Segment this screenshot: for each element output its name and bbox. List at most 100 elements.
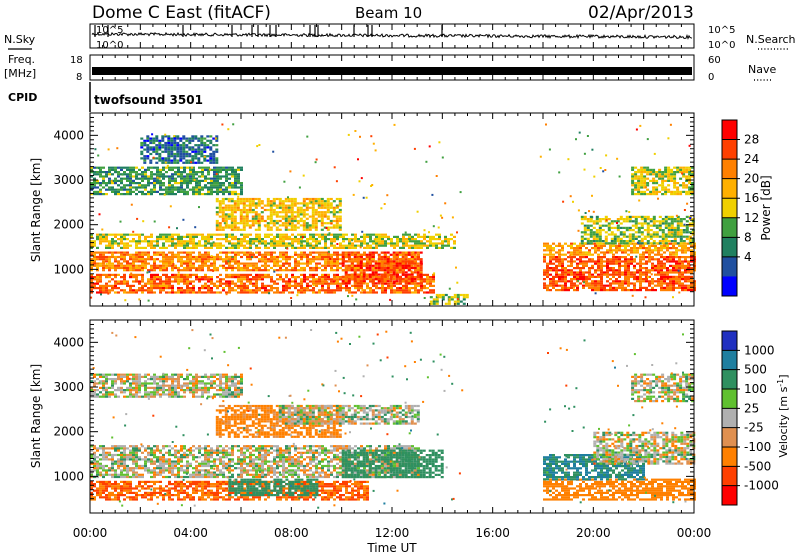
power-cell: [585, 247, 588, 250]
power-cell: [558, 284, 561, 287]
power-cell: [552, 258, 555, 261]
power-cell: [450, 298, 454, 301]
power-cell: [323, 213, 327, 216]
power-cell: [96, 291, 99, 294]
power-cell: [287, 204, 291, 207]
power-cell: [167, 146, 171, 149]
power-cell: [546, 269, 549, 272]
power-cell: [631, 168, 635, 171]
power-cell: [597, 286, 600, 289]
power-cell: [234, 182, 237, 185]
power-cell: [549, 269, 552, 272]
power-cell: [585, 280, 588, 283]
power-cell: [221, 217, 225, 220]
power-cell: [597, 264, 600, 267]
power-cell: [585, 278, 588, 281]
power-cell: [570, 251, 573, 254]
power-cell: [652, 188, 656, 191]
power-cell: [413, 258, 417, 261]
power-cell: [153, 278, 156, 281]
power-cell: [616, 220, 620, 223]
power-cell: [198, 233, 201, 236]
power-cell: [180, 182, 183, 185]
power-cell: [126, 177, 129, 180]
power-cell: [429, 235, 432, 238]
power-cell: [690, 260, 693, 263]
power-cell: [108, 266, 111, 270]
power-cell: [673, 226, 677, 229]
power-cell: [114, 269, 117, 272]
power-cell: [383, 253, 387, 256]
power-cell: [231, 166, 234, 169]
power-cell: [291, 238, 294, 241]
power-cell: [222, 289, 225, 292]
power-cell: [162, 255, 165, 259]
power-cell: [234, 255, 237, 259]
power-cell: [252, 266, 255, 270]
power-cell: [182, 152, 186, 156]
power-cell: [269, 228, 273, 231]
power-cell: [621, 251, 624, 254]
power-cell: [204, 258, 207, 261]
power-cell: [114, 171, 117, 174]
power-cell: [153, 291, 156, 294]
power-cell: [233, 215, 237, 218]
power-cell: [108, 242, 111, 245]
power-cell: [176, 141, 180, 145]
power-cell: [664, 224, 668, 227]
power-cell: [234, 260, 237, 263]
power-cell: [288, 291, 291, 294]
power-cell: [179, 139, 183, 142]
power-cell: [156, 266, 159, 270]
power-cell: [186, 278, 189, 281]
power-cell: [225, 282, 228, 285]
power-cell: [549, 249, 552, 252]
power-cell: [144, 262, 147, 265]
power-cell: [183, 255, 186, 259]
power-cell: [191, 155, 195, 158]
power-cell: [402, 235, 405, 238]
power-cell: [282, 258, 285, 261]
power-cell: [237, 266, 240, 270]
power-cell: [691, 190, 695, 193]
power-cell: [594, 260, 597, 263]
power-cell: [344, 271, 348, 274]
power-cell: [168, 287, 171, 290]
power-cell: [456, 293, 460, 297]
power-cell: [300, 246, 303, 249]
power-cell: [129, 188, 132, 191]
power-cell: [96, 182, 99, 185]
power-cell: [90, 264, 93, 267]
power-cell: [592, 240, 596, 243]
power-cell: [203, 159, 207, 162]
power-cell: [143, 157, 147, 160]
power-cell: [150, 182, 153, 185]
power-cell: [183, 282, 186, 285]
power-cell: [585, 282, 588, 285]
power-cell: [171, 186, 174, 189]
power-cell: [215, 150, 219, 153]
power-cell: [383, 258, 387, 261]
power-cell: [672, 247, 675, 250]
power-cell: [395, 273, 399, 276]
power-cell: [676, 168, 680, 171]
power-cell: [678, 278, 681, 281]
power-cell: [212, 137, 216, 140]
power-cell: [290, 224, 294, 227]
power-cell: [399, 264, 402, 267]
power-cell: [598, 229, 602, 232]
power-cell: [546, 271, 549, 274]
power-cell: [228, 266, 231, 270]
power-cell: [380, 255, 384, 259]
power-cell: [326, 215, 330, 218]
power-cell: [117, 179, 120, 182]
power-cell: [213, 284, 216, 287]
power-cell: [285, 244, 288, 247]
power-cell: [637, 184, 641, 187]
power-cell: [685, 215, 689, 218]
power-cell: [288, 287, 291, 290]
power-cell: [684, 251, 687, 254]
power-cell: [114, 255, 117, 259]
power-cell: [324, 269, 327, 272]
power-cell: [634, 237, 638, 240]
